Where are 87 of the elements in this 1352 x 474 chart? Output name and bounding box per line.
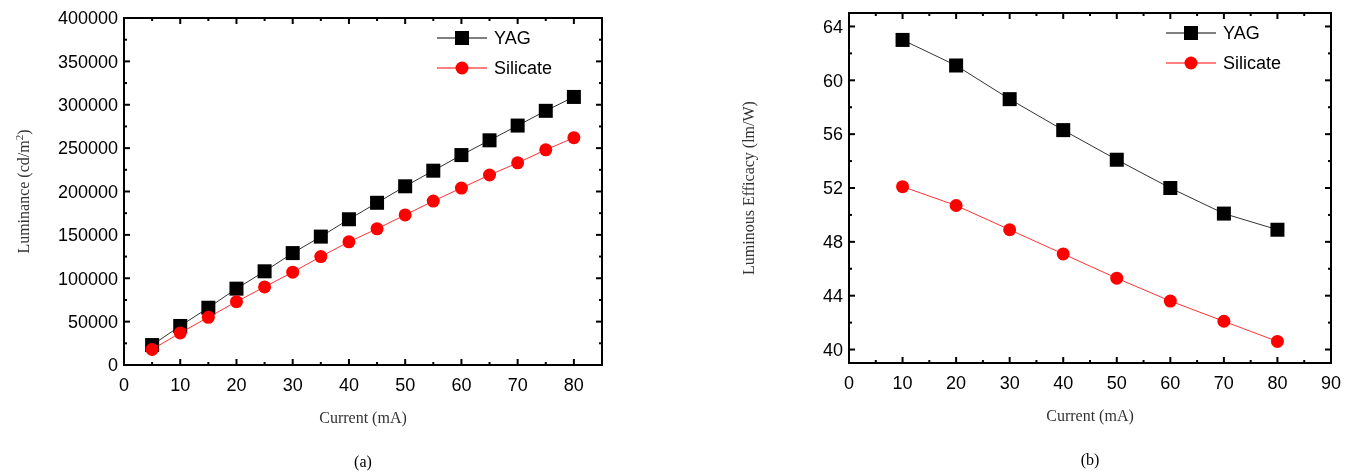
x-tick-label: 60 [451, 375, 472, 395]
y-tick-label: 52 [822, 178, 843, 199]
point [173, 326, 187, 340]
x-tick-label: 60 [1160, 373, 1181, 393]
text: (a) [354, 453, 372, 471]
point [229, 295, 243, 309]
x-tick-label: 10 [892, 373, 913, 393]
point [285, 246, 300, 261]
x-tick-label: 40 [338, 375, 359, 395]
point [1163, 294, 1177, 308]
point [566, 89, 581, 104]
point [1109, 152, 1124, 167]
y-tick-label: 44 [822, 285, 843, 306]
point [1270, 334, 1284, 348]
point [342, 235, 356, 249]
legend-label: Silicate [1223, 53, 1282, 74]
x-axis-title: Current (mA) [1046, 407, 1134, 425]
point [895, 32, 910, 47]
y-tick-label: 50000 [67, 311, 118, 332]
y-tick-label: 0 [107, 355, 118, 376]
x-tick-label: 20 [946, 373, 967, 393]
x-tick-label: 50 [395, 375, 416, 395]
x-tick-label: 90 [1320, 373, 1342, 393]
point [1056, 123, 1071, 138]
point [949, 199, 963, 212]
point [949, 58, 964, 73]
point [426, 163, 441, 178]
point [483, 168, 497, 182]
point [896, 180, 910, 194]
point [510, 118, 525, 133]
x-tick-label: 30 [999, 373, 1020, 393]
x-tick-label: 80 [563, 375, 584, 395]
y-tick-label: 200000 [57, 181, 118, 202]
x-tick-label: 20 [226, 375, 247, 395]
point [370, 195, 385, 210]
x-tick-label: 40 [1053, 373, 1074, 393]
text: (b) [1080, 451, 1100, 469]
point [341, 212, 356, 227]
x-tick-label: 30 [282, 375, 303, 395]
y-tick-label: 350000 [57, 51, 118, 72]
point [454, 148, 469, 163]
point [538, 103, 553, 118]
point [1216, 206, 1231, 221]
legend-label: YAG [494, 28, 531, 49]
y-tick-label: 48 [822, 232, 843, 253]
point [1002, 92, 1017, 107]
y-tick-label: 150000 [57, 225, 118, 246]
y-tick-label: 400000 [57, 8, 118, 29]
point [454, 181, 468, 195]
y-tick-label: 40 [822, 339, 843, 360]
legend-label: YAG [1223, 23, 1260, 44]
y-tick-label: 250000 [57, 138, 118, 159]
point [145, 342, 159, 356]
point [1110, 271, 1124, 285]
legend-label: Silicate [494, 58, 553, 79]
x-tick-label: 50 [1106, 373, 1127, 393]
point [426, 194, 440, 208]
point [539, 143, 553, 157]
point [286, 265, 300, 279]
point [398, 179, 413, 194]
point [1217, 314, 1231, 328]
y-tick-label: 100000 [57, 268, 118, 289]
point [567, 131, 581, 145]
x-axis-title: Current (mA) [319, 409, 407, 427]
point [398, 208, 412, 222]
point [201, 310, 215, 324]
point [1270, 222, 1285, 237]
point [229, 281, 244, 296]
point [370, 222, 384, 236]
y-axis-title: Luminous Efficacy (lm/W) [740, 101, 758, 275]
y-tick-label: 64 [822, 16, 843, 37]
point [1056, 247, 1070, 261]
point [258, 280, 272, 294]
x-tick-label: 70 [507, 375, 528, 395]
y-tick-label: 60 [822, 70, 843, 91]
point [482, 133, 497, 148]
point [1163, 181, 1178, 195]
x-tick-label: 10 [170, 375, 191, 395]
point [1003, 223, 1017, 237]
point [511, 156, 525, 170]
y-tick-label: 300000 [57, 95, 118, 116]
point [257, 264, 272, 279]
x-tick-label: 80 [1267, 373, 1288, 393]
x-tick-label: 70 [1213, 373, 1234, 393]
point [314, 250, 328, 264]
point [313, 229, 328, 244]
y-tick-label: 56 [822, 124, 843, 145]
